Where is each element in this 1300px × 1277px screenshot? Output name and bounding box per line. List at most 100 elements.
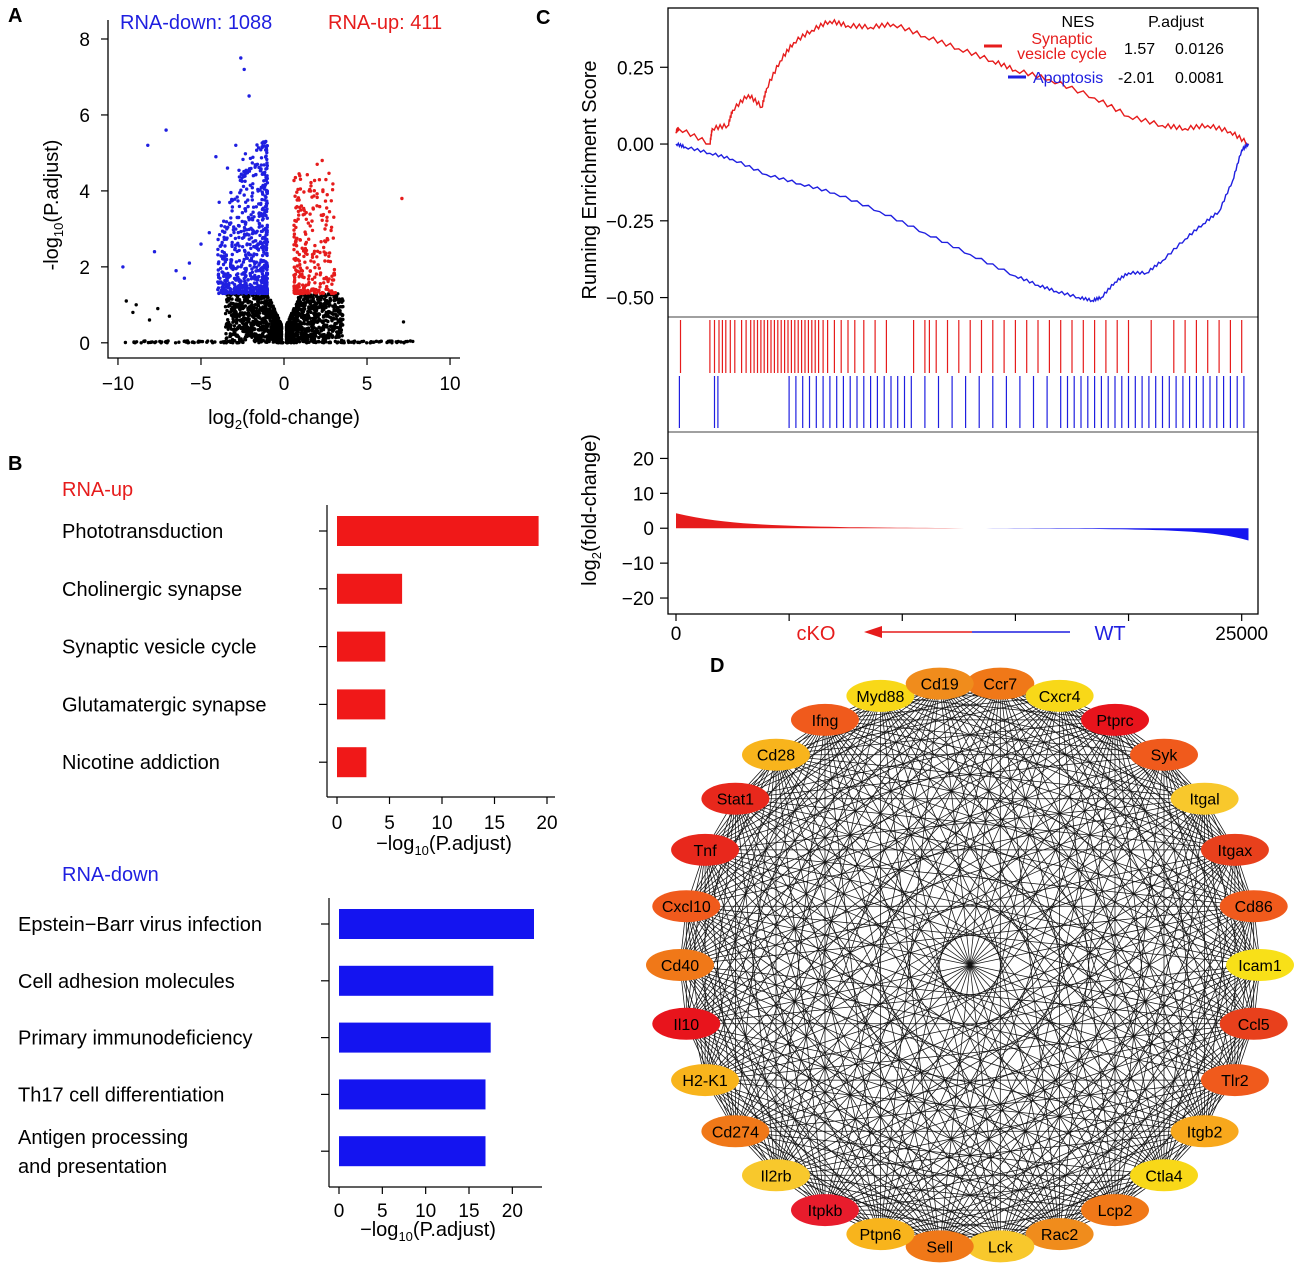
volcano-point <box>262 144 266 148</box>
network-edge <box>775 1174 1116 1211</box>
volcano-point <box>271 324 275 328</box>
volcano-point <box>295 264 299 268</box>
network-edge <box>1059 1130 1205 1235</box>
volcano-point <box>235 195 239 199</box>
network-edge <box>939 683 1261 966</box>
volcano-point <box>326 292 331 296</box>
volcano-point <box>316 305 321 309</box>
rna-up-title: RNA-up <box>62 479 133 501</box>
volcano-point <box>199 242 203 246</box>
volcano-point <box>307 274 311 278</box>
volcano-point <box>177 340 181 344</box>
volcano-point <box>248 253 253 257</box>
volcano-point <box>323 199 328 203</box>
volcano-point <box>257 221 262 226</box>
network-edge <box>735 798 1060 1235</box>
network-edge <box>939 683 1001 1247</box>
network-edge <box>824 719 1236 1081</box>
volcano-point <box>320 326 324 330</box>
volcano-point <box>371 340 375 344</box>
volcano-point <box>265 199 269 203</box>
network-node <box>1170 782 1239 815</box>
network-node <box>1130 1159 1198 1192</box>
volcano-point <box>292 247 296 252</box>
nes-synaptic: 1.57 <box>1124 41 1155 58</box>
down-bar <box>339 1079 486 1110</box>
volcano-point <box>211 341 215 345</box>
network-edge <box>705 849 1261 966</box>
volcano-point <box>249 213 253 217</box>
volcano-point <box>225 279 229 283</box>
volcano-point <box>316 319 320 323</box>
volcano-point <box>318 250 322 255</box>
volcano-point <box>315 255 319 259</box>
volcano-point <box>242 257 246 262</box>
volcano-point <box>278 327 282 332</box>
volcano-point <box>248 183 252 187</box>
volcano-point <box>265 282 269 287</box>
volcano-point <box>322 250 326 254</box>
network-edge <box>735 798 826 1211</box>
network-edge <box>735 798 881 1235</box>
volcano-point <box>305 322 309 326</box>
volcano-point <box>292 228 296 232</box>
volcano-point <box>327 210 332 214</box>
volcano-point <box>297 259 301 263</box>
volcano-point <box>329 315 333 320</box>
volcano-point <box>229 310 233 314</box>
network-node-label: Il10 <box>673 1017 699 1034</box>
network-node-label: Ccl5 <box>1238 1017 1270 1034</box>
volcano-point <box>357 340 362 345</box>
volcano-point <box>325 323 329 327</box>
network-edge <box>775 754 1001 1247</box>
volcano-point <box>333 291 338 295</box>
volcano-point <box>317 335 321 340</box>
volcano-point <box>247 326 251 330</box>
volcano-point <box>230 264 235 268</box>
volcano-point <box>222 219 226 223</box>
volcano-point <box>267 331 272 335</box>
network-edge <box>735 754 777 1132</box>
volcano-point <box>310 255 315 259</box>
volcano-point <box>300 246 304 250</box>
network-edge <box>685 1023 777 1176</box>
network-node <box>905 667 974 700</box>
network-edge <box>775 754 1235 851</box>
volcano-point <box>229 301 233 305</box>
volcano-point <box>296 196 301 200</box>
volcano-point <box>313 301 317 305</box>
volcano-xtick-label: 5 <box>362 374 373 395</box>
volcano-point <box>258 261 262 265</box>
volcano-point <box>265 264 269 268</box>
volcano-point <box>324 223 328 227</box>
up-xtick-label: 10 <box>431 813 452 834</box>
ranked-positive-area <box>676 513 965 529</box>
volcano-point <box>139 341 143 345</box>
volcano-point <box>311 206 315 210</box>
volcano-point <box>288 320 293 325</box>
volcano-point <box>131 310 135 315</box>
volcano-point <box>241 328 246 333</box>
volcano-point <box>266 295 270 300</box>
panel-label-a: A <box>8 5 22 27</box>
rna-up-count: RNA-up: 411 <box>328 12 442 34</box>
network-node-label: Ccr7 <box>983 677 1017 694</box>
volcano-point <box>246 215 251 220</box>
volcano-point <box>321 341 326 345</box>
volcano-point <box>263 194 267 198</box>
volcano-point <box>250 191 255 195</box>
network-edge <box>704 719 826 851</box>
volcano-point <box>260 190 264 194</box>
volcano-point <box>261 214 265 218</box>
volcano-point <box>327 304 331 308</box>
volcano-point <box>263 287 267 292</box>
volcano-point <box>156 306 160 311</box>
volcano-point <box>237 204 242 209</box>
es-ytick-label: 0.25 <box>617 58 654 79</box>
volcano-point <box>294 339 299 343</box>
volcano-point <box>224 253 228 257</box>
panel-label-b: B <box>8 453 22 475</box>
volcano-point <box>192 340 196 345</box>
volcano-point <box>250 267 254 271</box>
volcano-point <box>361 339 366 343</box>
